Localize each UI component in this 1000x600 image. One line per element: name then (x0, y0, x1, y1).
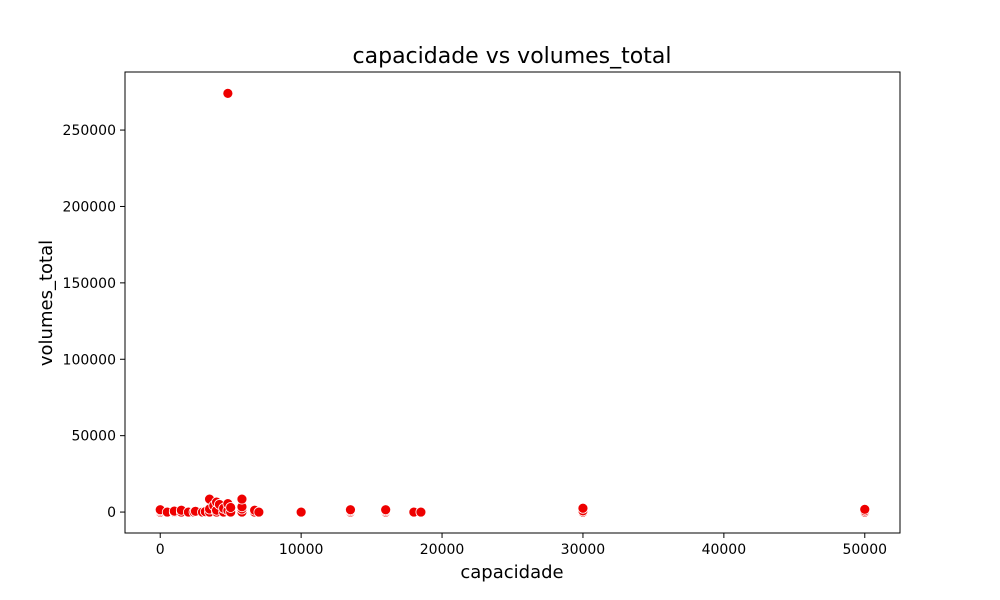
y-axis-ticks: 0 50000 100000 150000 200000 250000 (63, 123, 125, 521)
data-point (859, 503, 871, 515)
y-axis-label: volumes_total (36, 240, 57, 366)
data-point (222, 87, 234, 99)
data-point (577, 502, 589, 514)
plot-frame (124, 71, 901, 534)
data-points (154, 87, 871, 518)
data-point (236, 493, 248, 505)
x-tick-label: 50000 (842, 542, 887, 558)
x-axis-ticks: 0 10000 20000 30000 40000 50000 (156, 533, 887, 558)
x-tick-label: 0 (156, 542, 165, 558)
x-tick-label: 10000 (279, 542, 324, 558)
data-point (253, 506, 265, 518)
y-tick-label: 50000 (71, 429, 116, 445)
data-point (225, 502, 237, 513)
data-point (345, 504, 356, 516)
data-point (295, 506, 307, 518)
y-tick-label: 0 (107, 505, 116, 521)
y-tick-label: 150000 (63, 276, 116, 292)
plot-area: 0 10000 20000 30000 40000 50000 0 50000 100000 1… (63, 71, 901, 558)
chart-title: capacidade vs volumes_total (353, 44, 672, 69)
data-point (380, 504, 392, 516)
y-tick-label: 250000 (63, 123, 116, 139)
x-tick-label: 20000 (420, 542, 465, 558)
y-tick-label: 200000 (63, 199, 116, 215)
x-tick-label: 40000 (702, 542, 747, 558)
x-axis-label: capacidade (460, 562, 563, 583)
y-tick-label: 100000 (63, 352, 116, 368)
x-tick-label: 30000 (561, 542, 606, 558)
data-point (415, 506, 427, 518)
